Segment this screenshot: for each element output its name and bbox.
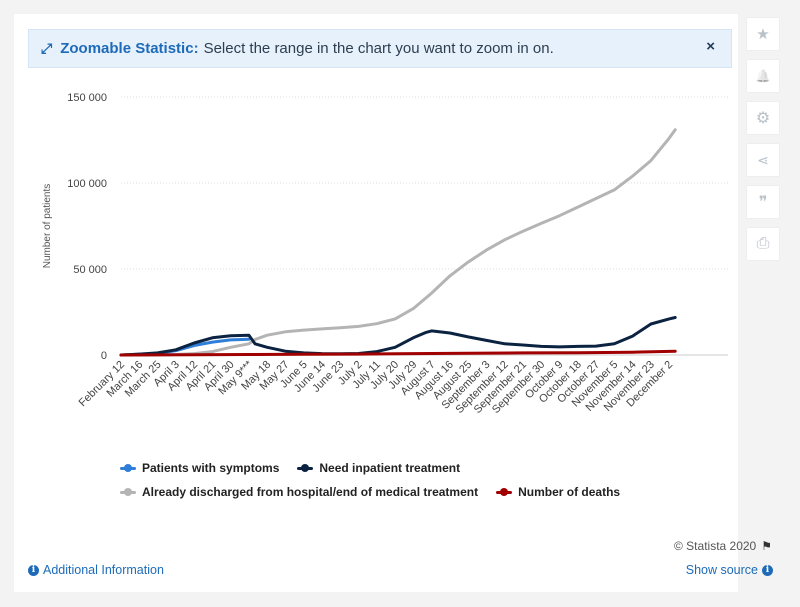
y-tick-label: 50 000 xyxy=(73,264,107,276)
series-line-number-of-deaths[interactable] xyxy=(119,349,677,357)
info-icon: i xyxy=(762,564,773,576)
close-icon[interactable]: × xyxy=(706,38,715,55)
series-line-need-inpatient-treatment[interactable] xyxy=(119,316,677,357)
show-source-label: Show source xyxy=(685,563,758,577)
print-icon: ⎙ xyxy=(756,235,770,252)
star-icon: ★ xyxy=(756,26,770,43)
info-icon: i xyxy=(28,564,39,576)
y-tick-label: 0 xyxy=(101,350,107,362)
expand-icon: ⤢ xyxy=(41,40,53,56)
flag-icon: ⚑ xyxy=(761,539,772,553)
legend-label-discharged: Already discharged from hospital/end of … xyxy=(142,485,479,499)
legend-item-discharged[interactable]: Already discharged from hospital/end of … xyxy=(120,485,478,499)
credit-text: © Statista 2020 xyxy=(674,539,757,553)
series-line-already-discharged-from-hospital-end-of-medical-treatment[interactable] xyxy=(119,128,677,357)
additional-information-label: Additional Information xyxy=(43,563,164,577)
zoom-banner-title: Zoomable Statistic: xyxy=(60,40,199,57)
legend-label-deaths: Number of deaths xyxy=(518,485,621,499)
legend-item-deaths[interactable]: Number of deaths xyxy=(496,485,620,499)
legend-label-inpatient: Need inpatient treatment xyxy=(319,461,461,475)
notification-button[interactable]: 🔔 xyxy=(746,59,780,93)
legend-item-inpatient[interactable]: Need inpatient treatment xyxy=(297,461,460,475)
print-button[interactable]: ⎙ xyxy=(746,227,780,261)
y-axis-label: Number of patients xyxy=(42,184,53,269)
zoom-banner-text: Select the range in the chart you want t… xyxy=(203,40,554,57)
legend-swatch-discharged xyxy=(120,488,136,496)
chart-card xyxy=(14,14,738,592)
grid-lines xyxy=(121,96,728,356)
zoom-banner: ⤢ Zoomable Statistic: Select the range i… xyxy=(28,29,732,68)
share-button[interactable]: ⋖ xyxy=(746,143,780,177)
side-toolbar: ★ 🔔 ⚙ ⋖ ❞ ⎙ xyxy=(746,17,780,269)
gear-icon: ⚙ xyxy=(755,110,771,127)
cite-button[interactable]: ❞ xyxy=(746,185,780,219)
legend-swatch-symptoms xyxy=(120,464,136,472)
share-icon: ⋖ xyxy=(757,151,769,168)
y-tick-label: 150 000 xyxy=(67,92,107,104)
bell-icon: 🔔 xyxy=(755,69,771,83)
additional-information-link[interactable]: i Additional Information xyxy=(28,563,164,577)
y-axis-ticks: 0 50 000 100 000 150 000 xyxy=(67,92,107,362)
y-tick-label: 100 000 xyxy=(67,178,107,190)
chart-legend: Patients with symptoms Need inpatient tr… xyxy=(120,456,638,504)
legend-label-symptoms: Patients with symptoms xyxy=(142,461,280,475)
settings-button[interactable]: ⚙ xyxy=(746,101,780,135)
legend-swatch-deaths xyxy=(496,488,513,496)
favorite-button[interactable]: ★ xyxy=(746,17,780,51)
show-source-link[interactable]: Show source i xyxy=(686,563,773,577)
series-lines xyxy=(119,128,677,357)
legend-item-symptoms[interactable]: Patients with symptoms xyxy=(120,461,279,475)
quote-icon: ❞ xyxy=(758,194,768,211)
legend-swatch-inpatient xyxy=(297,464,314,472)
statista-credit[interactable]: © Statista 2020 ⚑ xyxy=(674,539,772,553)
